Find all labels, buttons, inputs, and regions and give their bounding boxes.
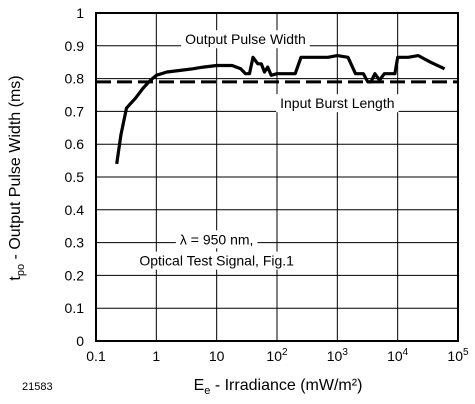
annotation-text: Optical Test Signal, Fig.1 — [139, 253, 294, 269]
y-tick-label: 0.8 — [65, 71, 85, 87]
annotation: λ = 950 nm, — [176, 230, 258, 248]
y-tick-label: 0.2 — [65, 267, 85, 283]
annotation-text: Input Burst Length — [280, 95, 394, 111]
y-tick-label: 0.7 — [65, 103, 85, 119]
x-axis-label-rest: - Irradiance (mW/m²) — [210, 377, 362, 394]
annotation-text: Output Pulse Width — [185, 31, 306, 47]
x-axis-label-main: E — [194, 377, 205, 394]
y-tick-label: 0 — [76, 333, 84, 349]
figure-id: 21583 — [22, 381, 53, 393]
y-tick-label: 1 — [76, 5, 84, 21]
annotation: Optical Test Signal, Fig.1 — [135, 252, 298, 270]
y-tick-label: 0.9 — [65, 38, 85, 54]
y-tick-label: 0.3 — [65, 235, 85, 251]
y-tick-label: 0.6 — [65, 136, 85, 152]
y-axis-label-sub: po — [15, 264, 27, 276]
y-tick-label: 0.5 — [65, 169, 85, 185]
x-tick-label: 0.1 — [86, 348, 106, 364]
y-axis-label-rest: - Output Pulse Width (ms) — [7, 75, 24, 264]
annotation: Input Burst Length — [276, 94, 398, 112]
y-tick-label: 0.1 — [65, 300, 85, 316]
annotation: Output Pulse Width — [181, 30, 310, 48]
annotation-text: λ = 950 nm, — [180, 231, 254, 247]
x-tick-label: 1 — [152, 348, 160, 364]
y-tick-label: 0.4 — [65, 202, 85, 218]
x-tick-label: 10 — [209, 348, 225, 364]
